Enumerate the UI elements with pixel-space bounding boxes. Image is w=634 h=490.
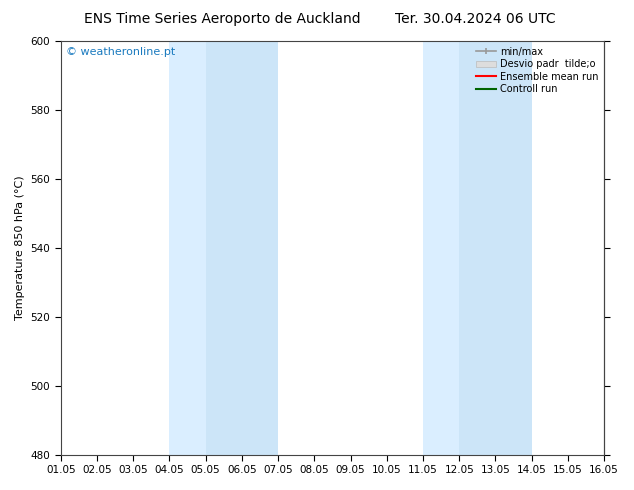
Bar xyxy=(459,41,532,455)
Bar xyxy=(169,41,205,455)
Bar xyxy=(205,41,278,455)
Text: Ter. 30.04.2024 06 UTC: Ter. 30.04.2024 06 UTC xyxy=(395,12,556,26)
Legend: min/max, Desvio padr  tilde;o, Ensemble mean run, Controll run: min/max, Desvio padr tilde;o, Ensemble m… xyxy=(472,43,602,98)
Text: ENS Time Series Aeroporto de Auckland: ENS Time Series Aeroporto de Auckland xyxy=(84,12,360,26)
Text: © weatheronline.pt: © weatheronline.pt xyxy=(66,47,176,57)
Y-axis label: Temperature 850 hPa (°C): Temperature 850 hPa (°C) xyxy=(15,175,25,320)
Bar xyxy=(423,41,459,455)
